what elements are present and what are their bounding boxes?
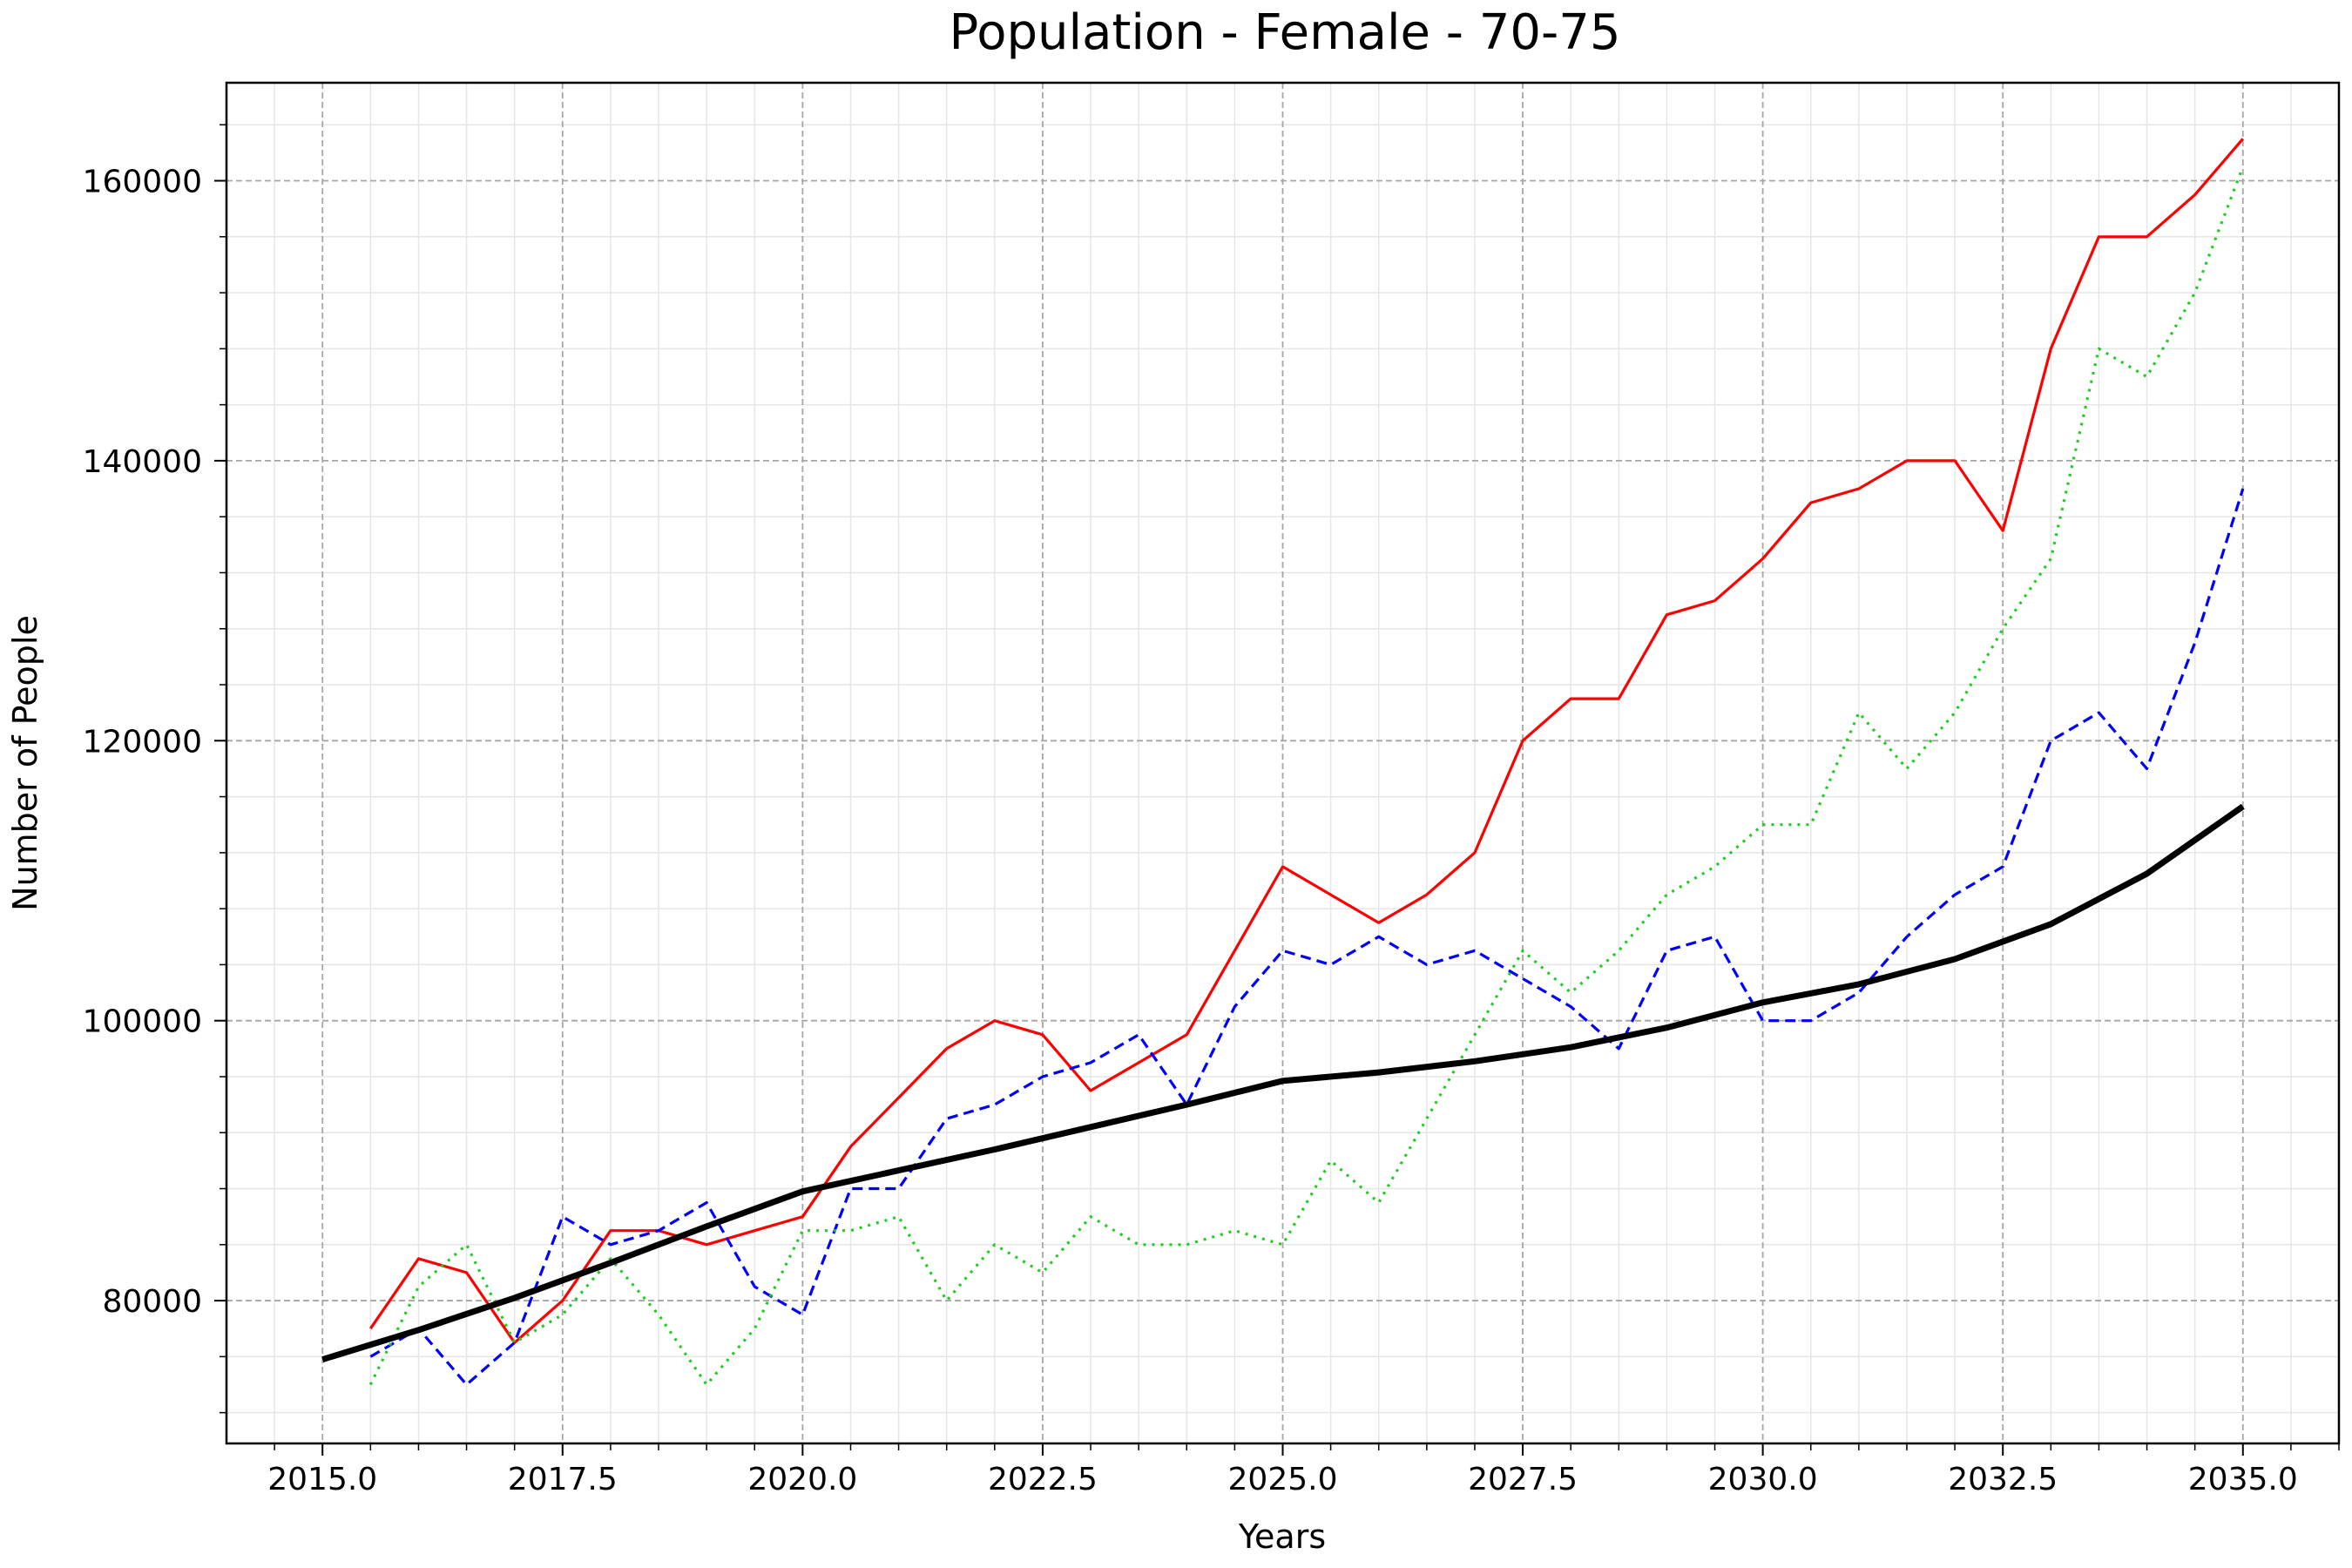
y-tick-label: 80000: [102, 1284, 202, 1320]
y-tick-label: 120000: [83, 724, 202, 760]
series-line-4: [321, 803, 2245, 1362]
x-tick-label: 2022.5: [988, 1462, 1098, 1497]
series-line-2: [369, 488, 2245, 1387]
y-tick-label: 140000: [83, 444, 202, 480]
x-tick-label: 2020.0: [747, 1462, 857, 1497]
x-tick-label: 2035.0: [2188, 1462, 2298, 1497]
x-tick-label: 2027.5: [1468, 1462, 1578, 1497]
x-tick-labels: 2015.0 2017.5 2020.0 2022.5 2025.0 2027.5 2030…: [267, 1462, 2298, 1497]
series-layer: [321, 138, 2245, 1387]
x-tick-label: 2025.0: [1228, 1462, 1338, 1497]
x-tick-label: 2030.0: [1708, 1462, 1818, 1497]
series-line-3: [368, 166, 2245, 1387]
major-grid: [226, 83, 2339, 1443]
axis-ticks: [214, 124, 2340, 1456]
y-tick-label: 160000: [83, 164, 202, 199]
chart-title: Population - Female - 70-75: [949, 4, 1620, 61]
x-axis-title: Years: [1238, 1517, 1326, 1556]
x-tick-label: 2017.5: [508, 1462, 618, 1497]
y-axis-title: Number of People: [6, 615, 44, 911]
x-tick-label: 2015.0: [267, 1462, 377, 1497]
x-tick-label: 2032.5: [1948, 1462, 2058, 1497]
y-tick-label: 100000: [83, 1004, 202, 1040]
y-tick-labels: 80000 100000 120000 140000 160000: [83, 164, 202, 1320]
